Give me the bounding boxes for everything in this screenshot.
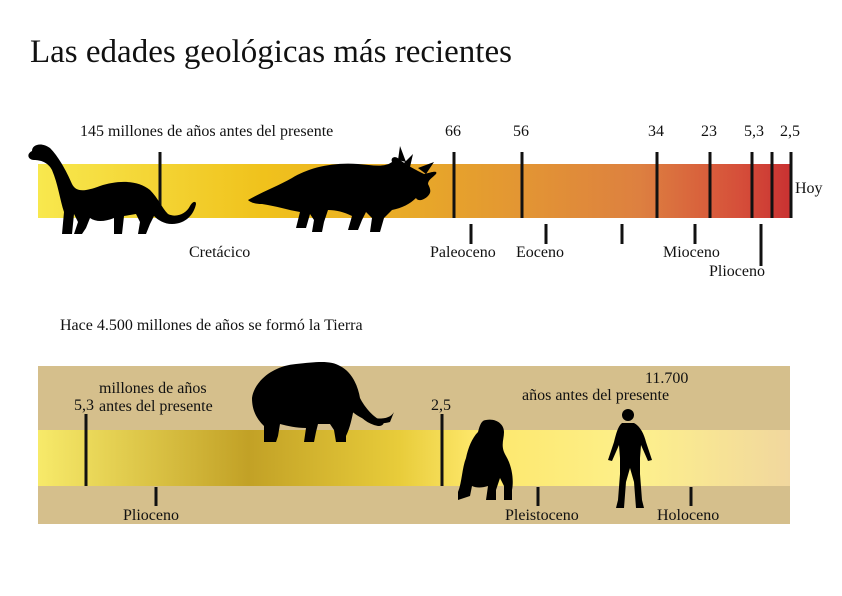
tick2-label-2-5: 2,5 — [431, 397, 451, 414]
tick-label-23: 23 — [701, 123, 717, 140]
unit-label-millions: millones de años antes del presente — [99, 380, 213, 415]
tick-label-56: 56 — [513, 123, 529, 140]
human-silhouette — [608, 409, 652, 508]
period-label-miocene: Mioceno — [663, 244, 720, 261]
earth-formation-note: Hace 4.500 millones de años se formó la … — [60, 317, 363, 334]
tick-label-5-3: 5,3 — [744, 123, 764, 140]
timeline1-start-label: 145 millones de años antes del presente — [80, 123, 334, 140]
tick-label-66: 66 — [445, 123, 461, 140]
period2-label-pleistocene: Pleistoceno — [505, 507, 579, 524]
period-label-pliocene: Plioceno — [709, 263, 765, 280]
tick-label-2-5: 2,5 — [780, 123, 800, 140]
timeline1-ticks — [158, 152, 793, 266]
brachiosaurus-silhouette — [28, 144, 196, 234]
tick-label-34: 34 — [648, 123, 664, 140]
timeline2-ticks — [84, 414, 693, 506]
period2-label-holocene: Holoceno — [657, 507, 720, 524]
ape-silhouette — [458, 419, 513, 500]
period-label-cretaceous: Cretácico — [189, 244, 251, 261]
triceratops-silhouette — [248, 146, 437, 232]
page-title: Las edades geológicas más recientes — [30, 34, 512, 70]
today-label: Hoy — [795, 180, 823, 197]
period-label-eocene: Eoceno — [516, 244, 564, 261]
tick2-label-5-3: 5,3 — [74, 397, 94, 414]
period2-label-pliocene: Plioceno — [123, 507, 179, 524]
timeline2-bar — [38, 430, 790, 486]
period-label-paleocene: Paleoceno — [430, 244, 496, 261]
tick2-label-11700: 11.700 — [645, 370, 689, 387]
unit-label-years: años antes del presente — [522, 387, 670, 404]
mammoth-silhouette — [252, 362, 394, 442]
